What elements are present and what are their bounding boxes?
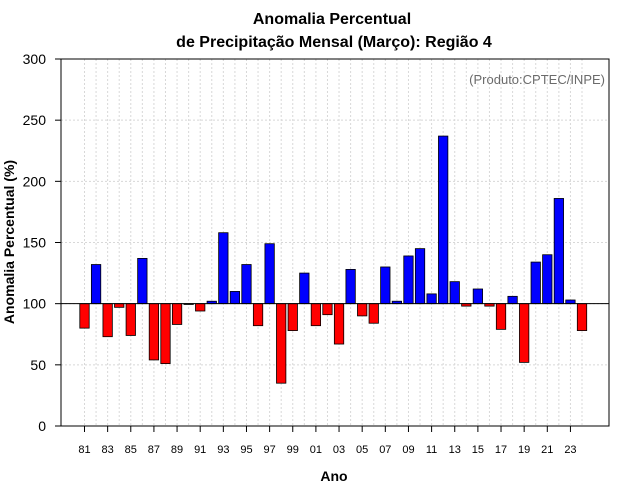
bar-86	[137, 257, 148, 305]
y-tick-label: 0	[38, 418, 46, 434]
x-tick-label: 83	[102, 444, 114, 456]
x-tick-label: 95	[240, 444, 252, 456]
chart-title: Anomalia Percentual	[253, 11, 411, 28]
bar-87	[148, 303, 160, 361]
x-axis-title: Ano	[320, 468, 347, 484]
bar-24	[576, 303, 588, 331]
bar-94	[229, 291, 241, 305]
bar-00	[299, 272, 310, 305]
x-tick-label: 99	[287, 444, 299, 456]
bar-07	[380, 266, 391, 305]
bar-20	[530, 261, 541, 305]
y-tick-label: 100	[23, 296, 47, 312]
x-tick-label: 21	[541, 444, 553, 456]
x-tick-label: 23	[564, 444, 576, 456]
chart-subtitle: de Precipitação Mensal (Março): Região 4	[176, 34, 492, 51]
x-tick-label: 05	[356, 444, 368, 456]
bar-19	[519, 303, 530, 363]
y-tick-label: 200	[23, 173, 47, 189]
product-credit: (Produto:CPTEC/INPE)	[469, 72, 605, 87]
bar-95	[241, 264, 252, 305]
bar-10	[414, 248, 426, 305]
x-tick-label: 19	[518, 444, 530, 456]
bar-13	[449, 281, 460, 305]
bar-09	[403, 255, 414, 305]
x-tick-label: 11	[426, 444, 437, 456]
bar-99	[287, 303, 298, 331]
bars	[79, 135, 588, 384]
bar-85	[125, 303, 136, 336]
bar-06	[368, 303, 379, 324]
bar-03	[333, 303, 345, 345]
x-axis: 81 83 85 87 89 91 93 95 97 99 01 03 05 07 09 11 13 15 17 19…	[78, 426, 577, 456]
bar-23	[565, 299, 576, 305]
bar-12	[438, 135, 449, 305]
y-tick-label: 150	[23, 235, 47, 251]
x-tick-label: 87	[148, 444, 160, 456]
bar-11	[426, 293, 437, 305]
bar-84	[114, 303, 125, 308]
x-tick-label: 93	[217, 444, 229, 456]
x-tick-label: 03	[333, 444, 345, 456]
bar-01	[310, 303, 322, 327]
y-tick-label: 250	[23, 112, 47, 128]
x-tick-label: 13	[449, 444, 461, 456]
x-tick-label: 07	[379, 444, 391, 456]
bar-88	[160, 303, 171, 365]
bar-02	[322, 303, 333, 316]
bar-93	[218, 232, 229, 305]
y-tick-label: 300	[23, 51, 47, 67]
x-tick-label: 85	[125, 444, 137, 456]
bar-22	[553, 198, 564, 305]
bar-04	[345, 269, 356, 305]
bar-17	[495, 303, 507, 330]
bar-97	[264, 243, 275, 305]
x-tick-label: 15	[472, 444, 484, 456]
y-axis: 0 50 100 150 200 250 300	[23, 51, 61, 434]
x-tick-label: 17	[495, 444, 507, 456]
bar-89	[171, 303, 183, 325]
bar-96	[252, 303, 264, 327]
bar-18	[507, 295, 518, 305]
bar-81	[79, 303, 90, 329]
bar-83	[102, 303, 113, 338]
bar-91	[195, 303, 206, 312]
bar-82	[90, 264, 102, 305]
y-tick-label: 50	[30, 357, 46, 373]
x-tick-label: 97	[263, 444, 275, 456]
bar-05	[357, 303, 368, 317]
x-tick-label: 91	[194, 444, 206, 456]
grid-lines	[61, 59, 609, 426]
x-tick-label: 89	[171, 444, 183, 456]
y-axis-title: Anomalia Percentual (%)	[1, 160, 17, 324]
x-tick-label: 01	[310, 444, 322, 456]
bar-98	[276, 303, 287, 384]
bar-15	[472, 288, 483, 305]
x-tick-label: 09	[402, 444, 414, 456]
bar-21	[542, 254, 553, 305]
x-tick-label: 81	[78, 444, 90, 456]
